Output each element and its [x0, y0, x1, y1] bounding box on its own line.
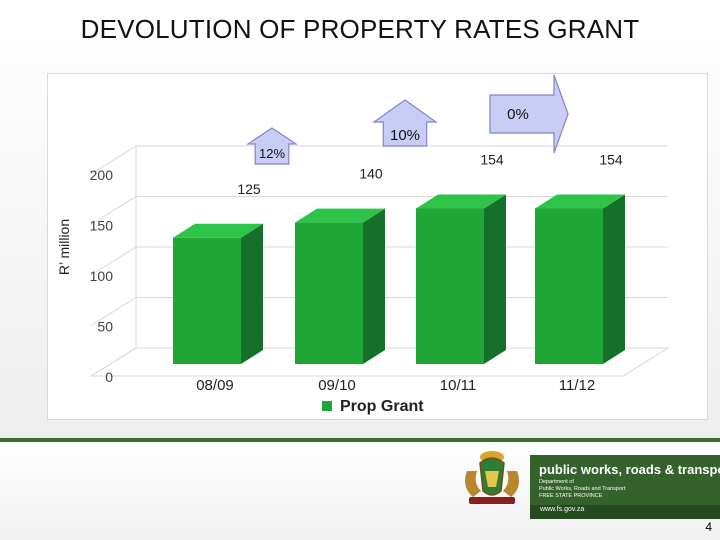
legend-label: Prop Grant: [340, 398, 424, 415]
gridline-diagonal: [90, 347, 137, 377]
data-label: 154: [599, 151, 623, 167]
bar: [416, 208, 484, 364]
website-link[interactable]: www.fs.gov.za: [540, 506, 585, 513]
x-tick-label: 08/09: [196, 377, 234, 394]
growth-label: 12%: [259, 146, 285, 161]
website-strip: [530, 505, 720, 519]
growth-callouts: 12% 10% 0%: [246, 74, 569, 165]
department-line: Department of: [539, 479, 574, 485]
department-subtitle: Department of Public Works, Roads and Tr…: [539, 479, 625, 500]
growth-arrow-icon: [372, 99, 438, 147]
bar-side: [603, 194, 625, 364]
bar: [295, 222, 363, 364]
y-tick-label: 150: [90, 218, 114, 234]
department-line: Public Works, Roads and Transport: [539, 486, 626, 492]
gridline-diagonal: [90, 297, 137, 326]
chart-labels: 125 08/09 140 09/10 154 10/11 154 11/12: [196, 151, 623, 394]
bar-top: [173, 223, 263, 238]
page-number: 4: [705, 520, 712, 534]
data-label: 140: [359, 166, 383, 182]
growth-arrow-icon: [489, 74, 569, 154]
gridline-diagonal: [90, 196, 137, 225]
growth-label: 0%: [507, 106, 529, 123]
bar-top: [295, 208, 385, 223]
chart-bars: [173, 194, 625, 364]
y-axis: 0 50 100 150 200 R’ million: [56, 167, 113, 385]
x-tick-label: 10/11: [440, 377, 476, 394]
department-name: public works, roads & transport: [539, 462, 720, 477]
gridline-diagonal: [90, 246, 137, 276]
bar-side: [241, 223, 263, 364]
y-tick-label: 200: [90, 167, 114, 183]
bar-side: [484, 194, 506, 364]
bar: [173, 237, 241, 364]
y-axis-title: R’ million: [56, 219, 72, 275]
bar-top: [416, 194, 506, 209]
y-tick-label: 0: [105, 369, 113, 385]
growth-label: 10%: [390, 127, 420, 144]
bar: [535, 208, 603, 364]
y-tick-label: 50: [97, 319, 113, 335]
department-line: FREE STATE PROVINCE: [539, 493, 603, 499]
x-tick-label: 09/10: [318, 377, 356, 394]
data-label: 154: [480, 151, 504, 167]
bar-side: [363, 208, 385, 364]
chart-panel: 0 50 100 150 200 R’ million 125 08/09 140 09/10 1…: [47, 73, 708, 420]
y-tick-label: 100: [90, 268, 114, 284]
growth-arrow-icon: [246, 127, 298, 165]
data-label: 125: [237, 181, 261, 197]
x-tick-label: 11/12: [559, 377, 595, 394]
department-logo-panel: [530, 455, 720, 505]
chart-legend: Prop Grant: [322, 398, 424, 415]
gridline-diagonal: [90, 145, 137, 175]
coat-of-arms-icon: [465, 451, 519, 504]
slide-title: DEVOLUTION OF PROPERTY RATES GRANT: [80, 14, 640, 44]
legend-swatch: [322, 401, 332, 411]
footer-divider: [0, 438, 720, 442]
bar-top: [535, 194, 625, 209]
